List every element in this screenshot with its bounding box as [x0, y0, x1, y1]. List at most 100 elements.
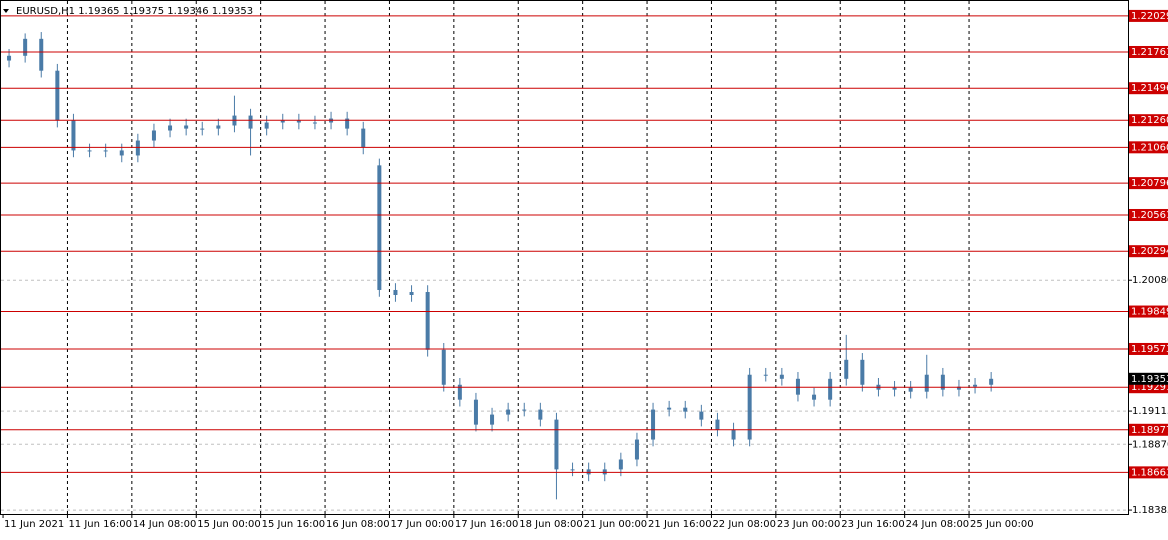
price-level-tag [1129, 466, 1168, 479]
price-level-label: 1.18977 [1131, 425, 1168, 436]
candle-body [924, 374, 929, 392]
price-level-label: 1.19849 [1131, 307, 1168, 318]
candle-body [908, 387, 913, 392]
price-level-label: 1.18663 [1131, 467, 1168, 478]
x-tick-label: 14 Jun 08:00 [133, 519, 197, 530]
candle-body [393, 289, 398, 295]
price-level-tag [1129, 245, 1168, 258]
x-tick-label: 15 Jun 16:00 [262, 519, 326, 530]
y-tick-label: 1.18385 [1132, 505, 1168, 516]
x-tick-label: 16 Jun 08:00 [326, 519, 390, 530]
price-level-tag [1129, 82, 1168, 95]
candle-body [812, 394, 817, 400]
candle-body [506, 409, 511, 415]
candle-body [860, 359, 865, 385]
candle-body [973, 384, 978, 387]
candle-body [457, 384, 462, 400]
candle-body [312, 122, 317, 124]
candle-body [151, 130, 156, 141]
candle-body [87, 150, 92, 152]
y-tick-label: 1.19115 [1132, 406, 1168, 417]
candle-body [570, 469, 575, 471]
price-level-label: 1.21496 [1131, 83, 1168, 94]
candle-body [699, 411, 704, 420]
x-tick-label: 24 Jun 08:00 [906, 519, 970, 530]
y-tick-label: 1.18870 [1132, 439, 1168, 450]
price-level-tag [1129, 305, 1168, 318]
candle-body [184, 125, 189, 129]
price-level-label: 1.20294 [1131, 246, 1168, 257]
x-tick-label: 11 Jun 16:00 [68, 519, 132, 530]
candle-body [361, 128, 366, 148]
candle-body [216, 125, 221, 129]
candle-body [71, 120, 76, 151]
plot-frame [0, 0, 1129, 515]
candle-body [200, 128, 205, 130]
candle-body [715, 419, 720, 430]
candle-body [168, 125, 173, 131]
candle-body [280, 120, 285, 123]
price-level-tag [1129, 141, 1168, 154]
x-tick-label: 17 Jun 00:00 [390, 519, 454, 530]
candle-body [119, 150, 124, 156]
price-level-tag [1129, 9, 1168, 22]
price-level-label: 1.22029 [1131, 11, 1168, 22]
candle-body [731, 429, 736, 440]
x-tick-label: 11 Jun 2021 [4, 519, 64, 530]
price-level-tag [1129, 114, 1168, 127]
candle-body [490, 414, 495, 425]
x-tick-label: 18 Jun 08:00 [519, 519, 583, 530]
candle-body [522, 409, 527, 411]
candle-body [55, 70, 60, 121]
candle-body [651, 409, 656, 440]
candle-body [956, 386, 961, 390]
y-tick-label: 1.20080 [1132, 275, 1168, 286]
candle-body [940, 374, 945, 390]
candle-body [892, 387, 897, 390]
candle-body [377, 165, 382, 290]
candle-body [425, 292, 430, 350]
candle-body [763, 374, 768, 376]
candle-body [135, 140, 140, 156]
chart-title: EURUSD,H1 1.19365 1.19375 1.19346 1.1935… [16, 6, 253, 17]
x-tick-label: 25 Jun 00:00 [970, 519, 1034, 530]
candle-body [779, 374, 784, 379]
candle-body [634, 439, 639, 460]
price-level-label: 1.19573 [1131, 344, 1168, 355]
candle-body [554, 419, 559, 470]
candle-body [409, 292, 414, 295]
x-tick-label: 15 Jun 00:00 [197, 519, 261, 530]
x-tick-label: 23 Jun 00:00 [777, 519, 841, 530]
candle-body [264, 122, 269, 129]
menu-arrow[interactable] [3, 9, 9, 13]
last-price-tag [1129, 372, 1168, 385]
price-level-tag [1129, 45, 1168, 58]
candle-body [828, 378, 833, 400]
candle-body [618, 459, 623, 470]
price-level-label: 1.21763 [1131, 47, 1168, 58]
candle-body [989, 378, 994, 385]
candle-body [844, 359, 849, 379]
candle-body [23, 38, 28, 56]
x-tick-label: 17 Jun 16:00 [455, 519, 519, 530]
candle-body [683, 407, 688, 412]
price-level-label: 1.21060 [1131, 142, 1168, 153]
candle-body [747, 374, 752, 440]
price-level-tag [1129, 342, 1168, 355]
candle-body [39, 38, 44, 71]
price-level-label: 1.20796 [1131, 178, 1168, 189]
candle-body [538, 409, 543, 420]
x-tick-label: 23 Jun 16:00 [841, 519, 905, 530]
price-level-label: 1.21260 [1131, 115, 1168, 126]
x-tick-label: 22 Jun 08:00 [712, 519, 776, 530]
x-tick-label: 21 Jun 00:00 [584, 519, 648, 530]
candle-body [667, 407, 672, 410]
candle-body [296, 120, 301, 123]
price-level-tag [1129, 177, 1168, 190]
x-tick-label: 21 Jun 16:00 [648, 519, 712, 530]
candle-body [7, 55, 12, 61]
